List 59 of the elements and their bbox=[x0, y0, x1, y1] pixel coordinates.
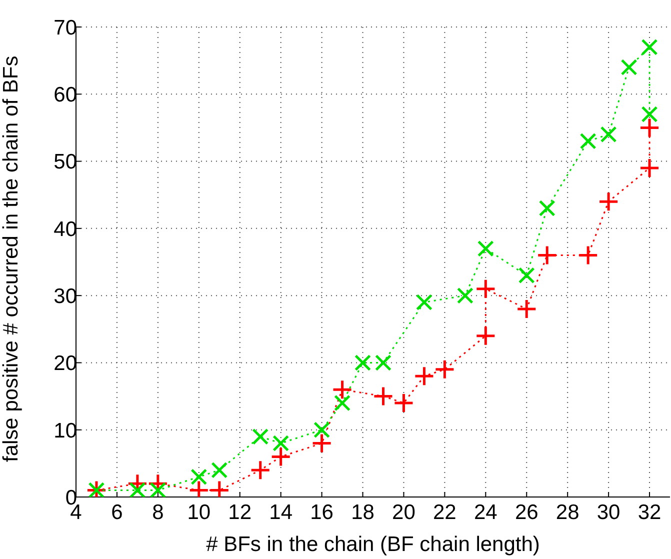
point bbox=[580, 132, 596, 150]
point bbox=[620, 59, 638, 76]
point bbox=[314, 422, 330, 438]
point bbox=[536, 245, 558, 266]
point bbox=[372, 386, 394, 407]
point bbox=[414, 366, 434, 386]
point bbox=[150, 482, 166, 497]
point bbox=[129, 482, 146, 497]
point bbox=[393, 392, 414, 414]
point bbox=[416, 294, 432, 311]
point bbox=[456, 287, 474, 304]
x-tick-label: 12 bbox=[228, 500, 252, 524]
point bbox=[475, 278, 496, 300]
x-tick-label: 6 bbox=[111, 500, 123, 524]
point bbox=[252, 428, 269, 445]
y-tick-label: 30 bbox=[54, 285, 77, 308]
point bbox=[641, 38, 658, 56]
point bbox=[598, 191, 619, 212]
y-tick-label: 20 bbox=[54, 352, 77, 376]
point bbox=[639, 117, 660, 138]
x-tick-label: 20 bbox=[392, 500, 416, 524]
x-tick-label: 24 bbox=[474, 500, 498, 524]
y-tick-label: 70 bbox=[54, 16, 77, 40]
x-axis-title: # BFs in the chain (BF chain length) bbox=[206, 533, 540, 556]
point bbox=[639, 158, 660, 178]
x-tick-label: 8 bbox=[152, 500, 164, 524]
point bbox=[434, 359, 455, 380]
point bbox=[475, 326, 496, 346]
point bbox=[312, 433, 332, 454]
x-tick-label: 10 bbox=[187, 500, 211, 524]
x-tick-label: 28 bbox=[556, 500, 580, 524]
point bbox=[374, 354, 392, 371]
y-tick-label: 40 bbox=[54, 218, 77, 241]
point bbox=[334, 394, 351, 412]
point bbox=[477, 240, 494, 257]
x-tick-label: 18 bbox=[351, 500, 374, 524]
point bbox=[190, 468, 208, 486]
point bbox=[518, 267, 535, 284]
x-tick-label: 30 bbox=[596, 500, 620, 524]
y-tick-label: 10 bbox=[54, 419, 77, 442]
point bbox=[250, 460, 271, 480]
x-tick-label: 14 bbox=[269, 500, 293, 524]
point bbox=[578, 245, 598, 266]
x-tick-label: 22 bbox=[433, 500, 456, 524]
x-tick-label: 16 bbox=[310, 500, 334, 524]
point bbox=[354, 354, 372, 371]
y-axis-title: false positive # occurred in the chain of BFs bbox=[0, 56, 22, 462]
point bbox=[600, 126, 617, 143]
point bbox=[272, 435, 290, 452]
point bbox=[332, 379, 353, 400]
point bbox=[641, 106, 658, 123]
y-tick-label: 50 bbox=[54, 150, 77, 174]
point bbox=[270, 446, 292, 467]
point bbox=[516, 298, 537, 320]
x-tick-label: 26 bbox=[514, 500, 538, 524]
point bbox=[211, 462, 228, 478]
x-tick-label: 32 bbox=[638, 500, 662, 524]
point bbox=[538, 200, 556, 217]
y-tick-label: 60 bbox=[54, 84, 77, 107]
